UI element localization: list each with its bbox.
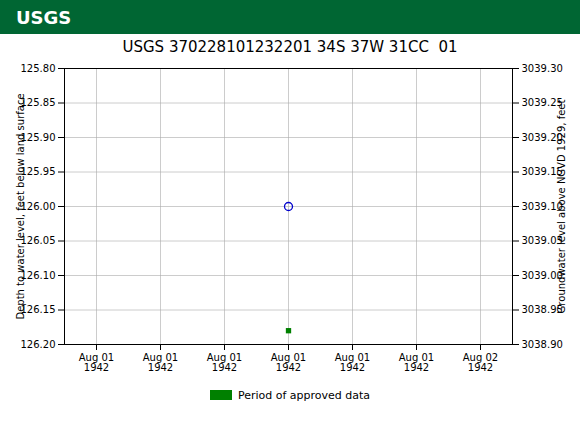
svg-text:3039.30: 3039.30: [522, 63, 563, 74]
html-text:Period of approved data: Period of approved data: [237, 388, 371, 402]
svg-text:126.05: 126.05: [21, 235, 56, 246]
svg-text:126.15: 126.15: [21, 304, 56, 315]
svg-text:Aug 021942: Aug 021942: [463, 352, 498, 373]
svg-text:125.85: 125.85: [21, 97, 56, 108]
svg-text:125.80: 125.80: [21, 63, 56, 74]
svg-text:126.00: 126.00: [21, 201, 56, 212]
svg-text:126.20: 126.20: [21, 339, 56, 350]
svg-text:3039.10: 3039.10: [521, 200, 563, 212]
svg-text:3038.95: 3038.95: [521, 304, 563, 316]
svg-text:3039.20: 3039.20: [521, 131, 563, 143]
svg-text:Depth to water level, feet bel: Depth to water level, feet below land su…: [15, 93, 26, 319]
svg-text:Groundwater level above NGVD 1: Groundwater level above NGVD 1929, feet: [556, 100, 567, 314]
svg-text:Aug 011942: Aug 011942: [399, 352, 434, 373]
svg-text:125.95: 125.95: [21, 166, 56, 177]
html-text:USGS 370228101232201 34S 37W 3: USGS 370228101232201 34S 37W 31CC 01: [122, 38, 458, 56]
svg-text:3038.90: 3038.90: [522, 339, 563, 350]
svg-text:3039.25: 3039.25: [521, 97, 563, 109]
svg-text:Aug 011942: Aug 011942: [271, 352, 306, 373]
svg-text:3039.15: 3039.15: [521, 166, 563, 178]
svg-text:3039.05: 3039.05: [521, 235, 563, 247]
svg-text:Aug 011942: Aug 011942: [143, 352, 178, 373]
svg-text:Aug 011942: Aug 011942: [79, 352, 114, 373]
svg-text:3039.00: 3039.00: [521, 269, 563, 281]
svg-text:Aug 011942: Aug 011942: [207, 352, 242, 373]
svg-text:125.90: 125.90: [21, 132, 56, 143]
svg-text:Aug 011942: Aug 011942: [335, 352, 370, 373]
html-text:USGS: USGS: [16, 6, 72, 28]
svg-text:126.10: 126.10: [21, 270, 56, 281]
